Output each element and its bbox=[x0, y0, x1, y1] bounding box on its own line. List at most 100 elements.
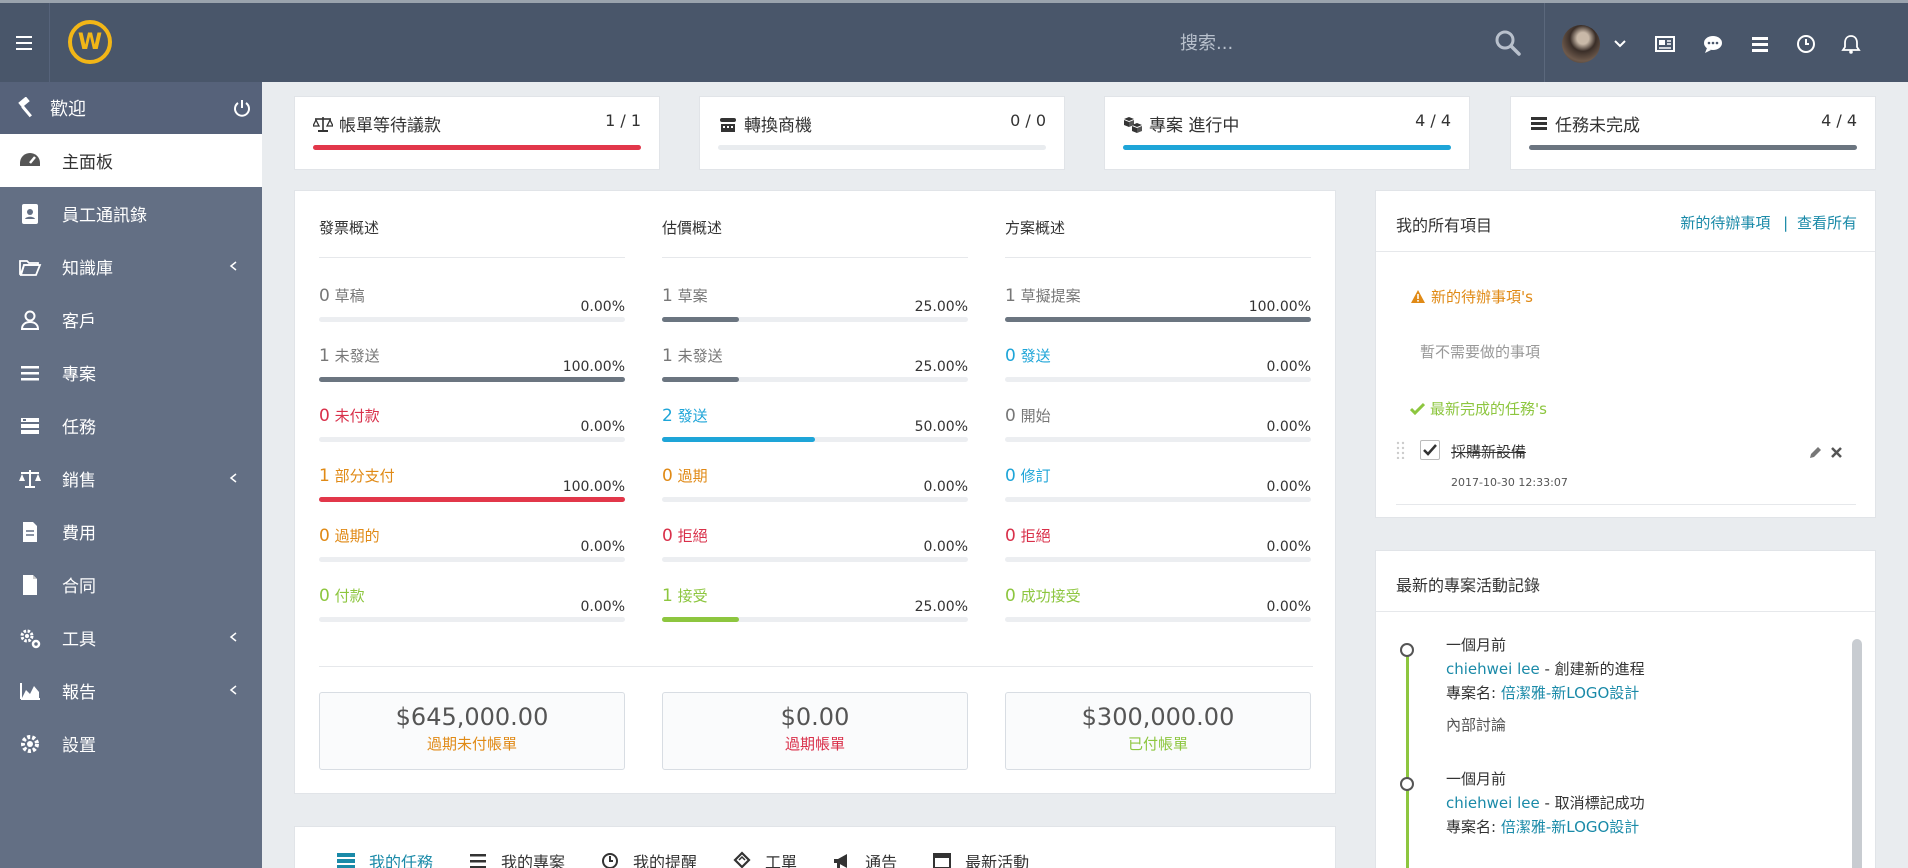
search-input[interactable] bbox=[1180, 25, 1520, 61]
welcome-label: 歡迎 bbox=[50, 99, 86, 120]
overview-progress-bar bbox=[662, 317, 968, 322]
scrollbar[interactable] bbox=[1852, 639, 1862, 868]
overview-item[interactable]: 0 發送 0.00% bbox=[1005, 345, 1311, 385]
newspaper-icon[interactable] bbox=[1654, 33, 1676, 55]
activity-project-link[interactable]: 倍潔雅-新LOGO設計 bbox=[1500, 818, 1640, 836]
overview-progress-bar bbox=[1005, 617, 1311, 622]
overview-item-status: 部分支付 bbox=[334, 467, 395, 485]
overview-item[interactable]: 1 草案 25.00% bbox=[662, 285, 968, 325]
chat-icon[interactable] bbox=[1702, 33, 1724, 55]
overview-item-percent: 25.00% bbox=[914, 599, 968, 615]
menu-toggle-button[interactable] bbox=[0, 3, 50, 82]
search-icon[interactable] bbox=[1492, 27, 1524, 59]
tab-0[interactable]: 我的任務 bbox=[335, 849, 433, 868]
stat-progress-bar bbox=[313, 145, 641, 150]
list-icon[interactable] bbox=[1749, 33, 1771, 55]
divider bbox=[1376, 611, 1875, 612]
sidebar-item-label: 合同 bbox=[62, 577, 96, 597]
power-icon[interactable] bbox=[232, 98, 252, 118]
sidebar-item-10[interactable]: 報告 bbox=[0, 664, 262, 717]
overview-item[interactable]: 1 未發送 100.00% bbox=[319, 345, 625, 385]
overview-item-status: 拒絕 bbox=[1020, 527, 1051, 545]
overview-item[interactable]: 1 草擬提案 100.00% bbox=[1005, 285, 1311, 325]
sidebar-item-8[interactable]: 合同 bbox=[0, 558, 262, 611]
activity-user-link[interactable]: chiehwei lee bbox=[1446, 794, 1540, 812]
overview-item-count: 0 bbox=[1005, 586, 1016, 606]
overview-item[interactable]: 1 部分支付 100.00% bbox=[319, 465, 625, 505]
timeline-dot bbox=[1400, 643, 1414, 657]
new-todo-link[interactable]: 新的待辦事項 bbox=[1680, 214, 1771, 232]
overview-progress-bar bbox=[1005, 497, 1311, 502]
summary-amount: $645,000.00 bbox=[395, 703, 549, 731]
sidebar-item-5[interactable]: 任務 bbox=[0, 399, 262, 452]
divider bbox=[662, 257, 968, 258]
sidebar-item-11[interactable]: 設置 bbox=[0, 717, 262, 770]
overview-item-status: 過期 bbox=[677, 467, 708, 485]
clock-icon bbox=[602, 853, 619, 868]
clock-icon[interactable] bbox=[1795, 33, 1817, 55]
overview-item[interactable]: 0 修訂 0.00% bbox=[1005, 465, 1311, 505]
todo-checkbox[interactable] bbox=[1420, 440, 1440, 460]
overview-item-count: 0 bbox=[1005, 346, 1016, 366]
summary-box[interactable]: $0.00 過期帳單 bbox=[662, 692, 968, 770]
sidebar-item-1[interactable]: 員工通訊錄 bbox=[0, 187, 262, 240]
chevron-down-icon[interactable] bbox=[1612, 35, 1628, 51]
overview-item-status: 草擬提案 bbox=[1020, 287, 1081, 305]
summary-box[interactable]: $300,000.00 已付帳單 bbox=[1005, 692, 1311, 770]
tab-3[interactable]: 工單 bbox=[731, 849, 797, 868]
sidebar-item-0[interactable]: 主面板 bbox=[0, 134, 262, 187]
stat-card[interactable]: 轉換商機 0 / 0 bbox=[699, 96, 1065, 170]
activity-project-prefix: 專案名: bbox=[1446, 818, 1501, 836]
tab-2[interactable]: 我的提醒 bbox=[599, 849, 697, 868]
overview-item-count: 1 bbox=[1005, 286, 1016, 306]
sidebar-item-2[interactable]: 知識庫 bbox=[0, 240, 262, 293]
overview-item[interactable]: 1 接受 25.00% bbox=[662, 585, 968, 625]
logo[interactable]: W bbox=[68, 20, 112, 64]
overview-item[interactable]: 0 開始 0.00% bbox=[1005, 405, 1311, 445]
stat-progress-bar bbox=[718, 145, 1046, 150]
avatar[interactable] bbox=[1562, 25, 1600, 63]
tab-5[interactable]: 最新活動 bbox=[931, 849, 1029, 868]
drag-handle-icon[interactable] bbox=[1396, 441, 1406, 460]
overview-progress-bar bbox=[1005, 317, 1311, 322]
summary-box[interactable]: $645,000.00 過期未付帳單 bbox=[319, 692, 625, 770]
tab-4[interactable]: 通告 bbox=[831, 849, 897, 868]
overview-item[interactable]: 0 未付款 0.00% bbox=[319, 405, 625, 445]
sidebar-item-6[interactable]: 銷售 bbox=[0, 452, 262, 505]
activity-user-link[interactable]: chiehwei lee bbox=[1446, 660, 1540, 678]
bell-icon[interactable] bbox=[1840, 33, 1862, 55]
overview-item[interactable]: 1 未發送 25.00% bbox=[662, 345, 968, 385]
overview-item[interactable]: 0 成功接受 0.00% bbox=[1005, 585, 1311, 625]
overview-item[interactable]: 2 發送 50.00% bbox=[662, 405, 968, 445]
overview-item[interactable]: 0 拒絕 0.00% bbox=[1005, 525, 1311, 565]
stat-card[interactable]: 任務未完成 4 / 4 bbox=[1510, 96, 1876, 170]
view-all-link[interactable]: 查看所有 bbox=[1796, 214, 1857, 232]
sidebar-item-label: 費用 bbox=[62, 524, 96, 544]
tab-1[interactable]: 我的專案 bbox=[467, 849, 565, 868]
hamburger-icon bbox=[15, 35, 32, 50]
sidebar-item-7[interactable]: 費用 bbox=[0, 505, 262, 558]
close-icon[interactable] bbox=[1830, 446, 1843, 459]
overview-item[interactable]: 0 過期的 0.00% bbox=[319, 525, 625, 565]
bars-icon bbox=[21, 365, 39, 380]
sidebar-item-3[interactable]: 客戶 bbox=[0, 293, 262, 346]
new-todos-label: 新的待辦事項's bbox=[1431, 288, 1533, 306]
stat-progress-fill bbox=[1529, 145, 1857, 150]
overview-item[interactable]: 0 拒絕 0.00% bbox=[662, 525, 968, 565]
pencil-icon[interactable] bbox=[1808, 445, 1823, 460]
activity-action: - 創建新的進程 bbox=[1539, 660, 1645, 678]
overview-item[interactable]: 0 付款 0.00% bbox=[319, 585, 625, 625]
stat-card[interactable]: 專案 進行中 4 / 4 bbox=[1104, 96, 1470, 170]
overview-item-count: 0 bbox=[319, 586, 330, 606]
overview-item-label: 0 拒絕 bbox=[1005, 525, 1051, 546]
overview-item-percent: 0.00% bbox=[1266, 359, 1311, 375]
overview-item-status: 拒絕 bbox=[677, 527, 708, 545]
overview-item[interactable]: 0 過期 0.00% bbox=[662, 465, 968, 505]
cogs-icon bbox=[20, 629, 41, 648]
overview-item-label: 1 草擬提案 bbox=[1005, 285, 1081, 306]
activity-project-link[interactable]: 倍潔雅-新LOGO設計 bbox=[1500, 684, 1640, 702]
sidebar-item-9[interactable]: 工具 bbox=[0, 611, 262, 664]
sidebar-item-4[interactable]: 專案 bbox=[0, 346, 262, 399]
overview-item[interactable]: 0 草稿 0.00% bbox=[319, 285, 625, 325]
stat-card[interactable]: 帳單等待議款 1 / 1 bbox=[294, 96, 660, 170]
